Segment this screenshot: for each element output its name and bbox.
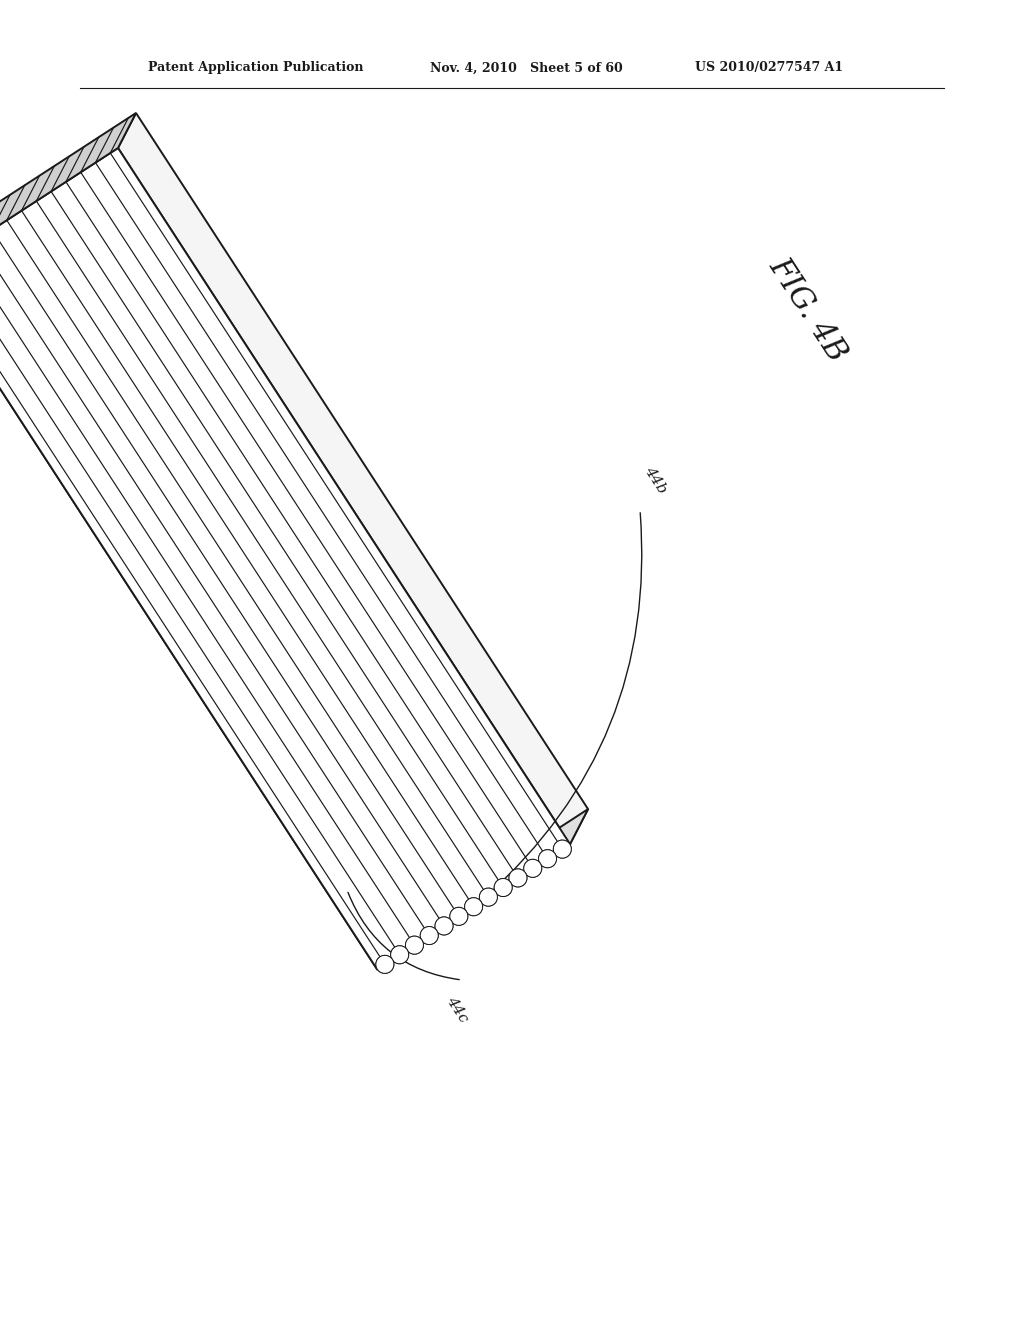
Wedge shape [509, 869, 527, 887]
Text: Nov. 4, 2010   Sheet 5 of 60: Nov. 4, 2010 Sheet 5 of 60 [430, 62, 623, 74]
Wedge shape [420, 927, 438, 945]
Circle shape [553, 840, 571, 858]
Wedge shape [391, 945, 409, 964]
Text: 44b: 44b [641, 463, 669, 496]
Circle shape [450, 907, 468, 925]
Polygon shape [0, 239, 395, 969]
Polygon shape [118, 114, 588, 843]
Circle shape [420, 927, 438, 945]
Circle shape [479, 888, 498, 906]
Text: 44c: 44c [443, 994, 470, 1026]
Wedge shape [450, 907, 468, 925]
Wedge shape [523, 859, 542, 878]
Wedge shape [539, 850, 557, 867]
Circle shape [406, 936, 424, 954]
Circle shape [495, 879, 512, 896]
Circle shape [465, 898, 482, 916]
Polygon shape [0, 148, 570, 969]
Wedge shape [495, 879, 512, 896]
Wedge shape [435, 917, 453, 935]
Polygon shape [377, 809, 588, 969]
Circle shape [391, 945, 409, 964]
Wedge shape [479, 888, 498, 906]
Circle shape [539, 850, 557, 867]
Circle shape [523, 859, 542, 878]
Wedge shape [553, 840, 571, 858]
Text: US 2010/0277547 A1: US 2010/0277547 A1 [695, 62, 843, 74]
Text: Patent Application Publication: Patent Application Publication [148, 62, 364, 74]
Circle shape [376, 956, 394, 973]
Wedge shape [376, 956, 394, 973]
Wedge shape [465, 898, 482, 916]
Circle shape [435, 917, 453, 935]
Circle shape [509, 869, 527, 887]
Text: FIG. 4B: FIG. 4B [763, 252, 853, 368]
Wedge shape [406, 936, 424, 954]
Polygon shape [0, 114, 136, 273]
